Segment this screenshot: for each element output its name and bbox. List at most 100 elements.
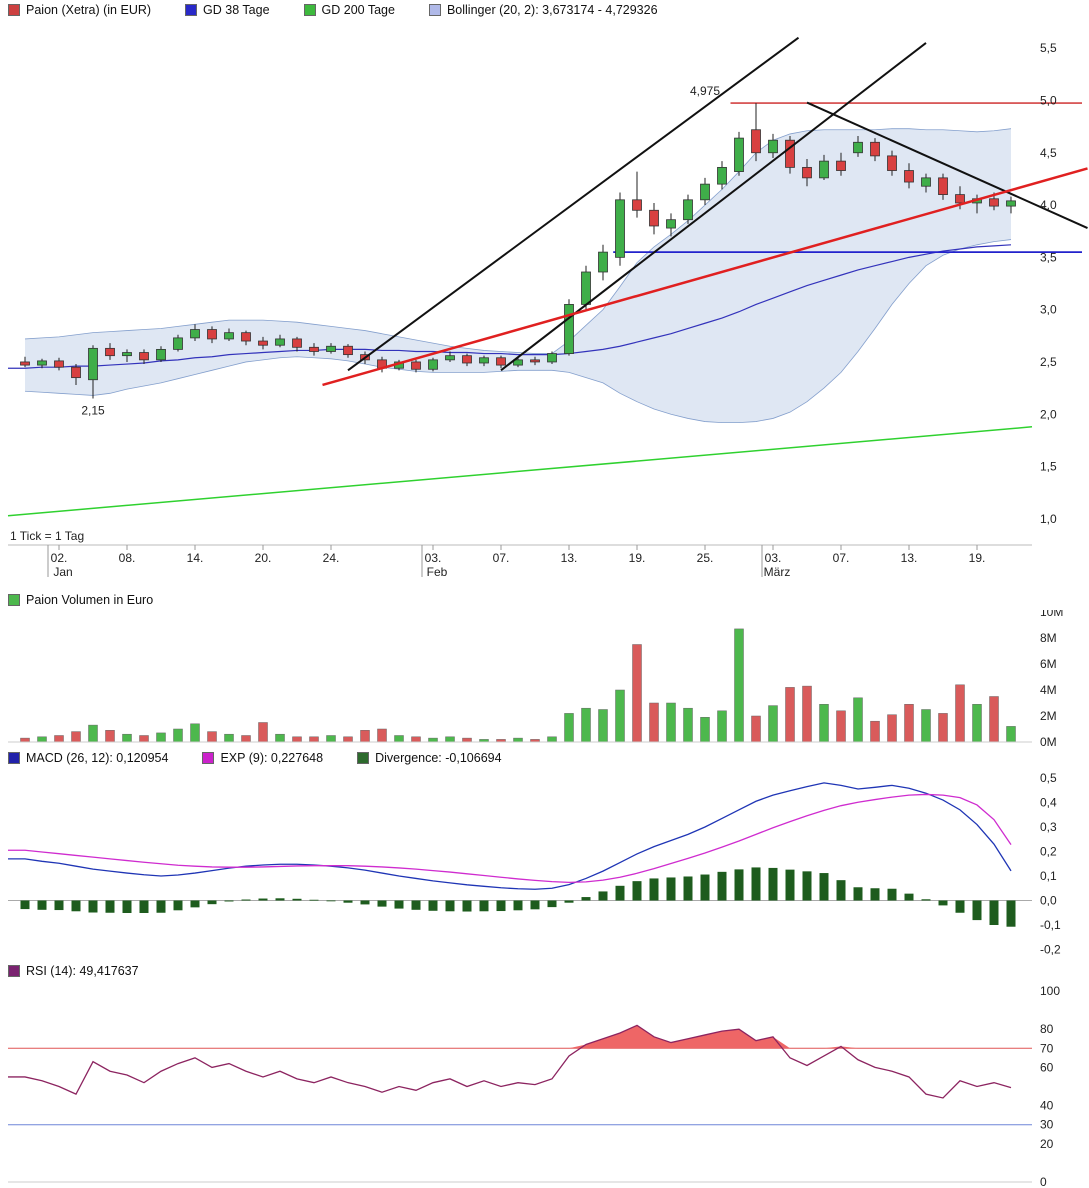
svg-text:19.: 19. — [629, 551, 646, 565]
svg-text:0,5: 0,5 — [1040, 771, 1057, 785]
svg-text:0,1: 0,1 — [1040, 869, 1057, 883]
svg-text:14.: 14. — [187, 551, 204, 565]
svg-text:Feb: Feb — [427, 565, 448, 579]
svg-text:80: 80 — [1040, 1022, 1054, 1036]
legend-label-macd: MACD (26, 12): 0,120954 — [26, 751, 169, 765]
svg-text:3,5: 3,5 — [1040, 250, 1057, 264]
svg-text:02.: 02. — [51, 551, 68, 565]
svg-text:5,0: 5,0 — [1040, 93, 1057, 107]
svg-text:4,0: 4,0 — [1040, 198, 1057, 212]
svg-text:100: 100 — [1040, 984, 1060, 998]
svg-text:20: 20 — [1040, 1137, 1054, 1151]
legend-label-divergence: Divergence: -0,106694 — [375, 751, 502, 765]
annotations: 4,975 2,15 1 Tick = 1 Tag — [10, 84, 720, 543]
gd200-swatch-icon — [303, 4, 316, 16]
svg-text:13.: 13. — [561, 551, 578, 565]
rsi-legend: RSI (14): 49,417637 — [8, 964, 139, 978]
volume-chart: 10M 8M 6M 4M 2M 0M — [8, 610, 1063, 749]
svg-text:6M: 6M — [1040, 657, 1057, 671]
divergence-swatch-icon — [357, 752, 370, 764]
high-annotation: 4,975 — [690, 84, 720, 98]
rsi-swatch-icon — [8, 965, 20, 977]
legend-item-exp: EXP (9): 0,227648 — [202, 751, 323, 765]
y-axis: 10M 8M 6M 4M 2M 0M — [1040, 610, 1063, 749]
svg-text:3,0: 3,0 — [1040, 303, 1057, 317]
legend-item-divergence: Divergence: -0,106694 — [357, 751, 502, 765]
overbought-fill — [8, 1025, 1011, 1049]
candles — [20, 103, 1016, 399]
legend-item-volume: Paion Volumen in Euro — [8, 593, 153, 607]
macd-line — [8, 782, 1012, 890]
svg-text:März: März — [764, 565, 791, 579]
horizontal-lines — [613, 102, 1082, 254]
svg-text:10M: 10M — [1040, 610, 1063, 619]
tick-footnote: 1 Tick = 1 Tag — [10, 529, 84, 543]
low-annotation: 2,15 — [81, 404, 105, 418]
svg-text:13.: 13. — [901, 551, 918, 565]
legend-label-paion: Paion (Xetra) (in EUR) — [26, 3, 152, 17]
rsi-chart: 100 80 70 60 40 30 20 0 — [8, 984, 1060, 1188]
svg-text:0,3: 0,3 — [1040, 820, 1057, 834]
macd-legend: MACD (26, 12): 0,120954 EXP (9): 0,22764… — [8, 751, 502, 765]
price-legend: Paion (Xetra) (in EUR) GD 38 Tage GD 200… — [8, 3, 658, 17]
legend-item-macd: MACD (26, 12): 0,120954 — [8, 751, 168, 765]
svg-text:40: 40 — [1040, 1099, 1054, 1113]
svg-text:0,4: 0,4 — [1040, 796, 1057, 810]
svg-text:0M: 0M — [1040, 735, 1057, 749]
svg-text:08.: 08. — [119, 551, 136, 565]
svg-text:24.: 24. — [323, 551, 340, 565]
gd200-line — [7, 426, 1033, 517]
svg-text:25.: 25. — [697, 551, 714, 565]
rsi-line — [8, 1024, 1012, 1099]
svg-text:-0,2: -0,2 — [1040, 943, 1061, 957]
svg-text:Jan: Jan — [53, 565, 72, 579]
svg-text:07.: 07. — [833, 551, 850, 565]
svg-text:03.: 03. — [425, 551, 442, 565]
svg-text:0: 0 — [1040, 1175, 1047, 1188]
svg-text:2M: 2M — [1040, 709, 1057, 723]
svg-text:1,5: 1,5 — [1040, 460, 1057, 474]
legend-label-volume: Paion Volumen in Euro — [26, 593, 154, 607]
legend-item-gd38: GD 38 Tage — [185, 3, 270, 17]
legend-label-gd38: GD 38 Tage — [203, 3, 270, 17]
svg-text:2,0: 2,0 — [1040, 407, 1057, 421]
y-axis: 0,5 0,4 0,3 0,2 0,1 0,0 -0,1 -0,2 — [1040, 771, 1061, 957]
svg-text:5,5: 5,5 — [1040, 41, 1057, 55]
svg-text:0,2: 0,2 — [1040, 845, 1057, 859]
legend-label-gd200: GD 200 Tage — [321, 3, 395, 17]
svg-text:19.: 19. — [969, 551, 986, 565]
legend-item-rsi: RSI (14): 49,417637 — [8, 964, 139, 978]
svg-text:20.: 20. — [255, 551, 272, 565]
macd-chart: 0,5 0,4 0,3 0,2 0,1 0,0 -0,1 -0,2 — [8, 771, 1061, 957]
svg-text:60: 60 — [1040, 1060, 1054, 1074]
legend-label-rsi: RSI (14): 49,417637 — [26, 964, 139, 978]
y-axis: 5,5 5,0 4,5 4,0 3,5 3,0 2,5 2,0 1,5 1,0 — [1040, 41, 1057, 526]
trend-lines — [322, 36, 1088, 387]
legend-label-exp: EXP (9): 0,227648 — [220, 751, 324, 765]
gd38-swatch-icon — [185, 4, 198, 16]
exp-line — [8, 793, 1012, 884]
x-axis: 02. 08. 14. 20. 24. 03. 07. 13. 19. 25. 03. 07. 13. 1… — [8, 544, 1032, 579]
volume-bars — [20, 628, 1016, 743]
volume-swatch-icon — [8, 594, 20, 606]
svg-text:0,0: 0,0 — [1040, 894, 1057, 908]
svg-text:2,5: 2,5 — [1040, 355, 1057, 369]
svg-text:8M: 8M — [1040, 631, 1057, 645]
divergence-bars — [20, 867, 1016, 927]
legend-item-paion: Paion (Xetra) (in EUR) — [8, 3, 151, 17]
svg-text:07.: 07. — [493, 551, 510, 565]
gd38-line — [8, 244, 1012, 369]
svg-text:70: 70 — [1040, 1041, 1054, 1055]
bollinger-swatch-icon — [428, 4, 441, 16]
svg-text:4,5: 4,5 — [1040, 146, 1057, 160]
svg-text:03.: 03. — [765, 551, 782, 565]
y-axis: 100 80 70 60 40 30 20 0 — [1040, 984, 1060, 1188]
legend-item-gd200: GD 200 Tage — [303, 3, 395, 17]
legend-label-bollinger: Bollinger (20, 2): 3,673174 - 4,729326 — [446, 3, 658, 17]
legend-item-bollinger: Bollinger (20, 2): 3,673174 - 4,729326 — [428, 3, 658, 17]
macd-swatch-icon — [8, 752, 20, 764]
svg-text:1,0: 1,0 — [1040, 512, 1057, 526]
candle-series-swatch-icon — [8, 4, 20, 16]
price-chart: 4,975 2,15 1 Tick = 1 Tag 02. 08. 14. 20. 24. 03… — [7, 36, 1088, 579]
